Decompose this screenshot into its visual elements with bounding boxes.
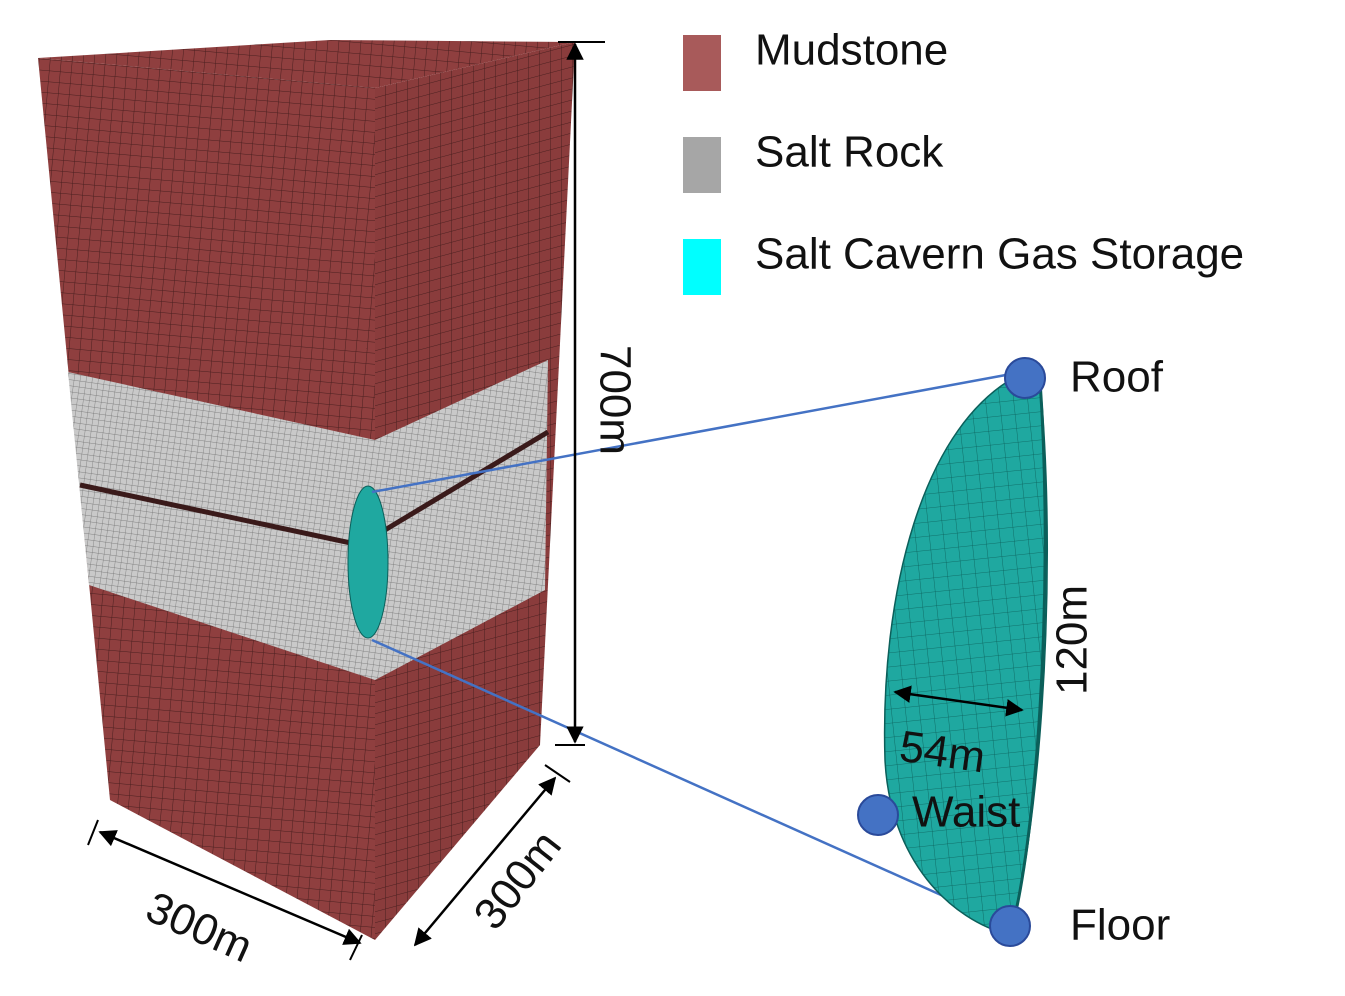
zoom-line [371,638,1009,927]
box-top [38,40,575,88]
zoom-line [371,370,1023,494]
floor-label: Floor [1070,901,1170,950]
dim-tick [544,764,571,783]
legend-swatch [683,137,721,193]
height-label: 700m [590,345,639,455]
depth-label: 300m [465,822,571,939]
floor-point [989,905,1031,947]
cavern-width-label: 54m [897,722,989,782]
legend-label: Salt Cavern Gas Storage [755,230,1244,279]
roof-label: Roof [1070,353,1164,402]
dim-width [98,830,362,945]
cavern-small [347,485,389,639]
cavern-edge [1008,379,1047,936]
waist-point [857,794,899,836]
dim-depth [413,776,557,947]
dim-tick [349,934,363,961]
legend-swatch [683,35,721,91]
cavern-height-label: 120m [1048,585,1097,695]
salt-layer-side [375,360,548,680]
salt-layer-front [68,372,375,680]
dim-cavern-width [893,685,1024,717]
legend: Mudstone Salt Rock Salt Cavern Gas Storage [683,26,1244,295]
dim-tick [87,819,99,846]
waist-label: Waist [912,788,1020,837]
width-label: 300m [139,883,259,973]
cavern-large [883,371,1049,936]
legend-label: Salt Rock [755,128,944,177]
roof-point [1004,357,1046,399]
legend-swatch [683,239,721,295]
legend-label: Mudstone [755,26,948,75]
